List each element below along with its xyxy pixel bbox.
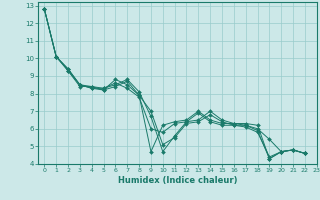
X-axis label: Humidex (Indice chaleur): Humidex (Indice chaleur) xyxy=(118,176,237,185)
